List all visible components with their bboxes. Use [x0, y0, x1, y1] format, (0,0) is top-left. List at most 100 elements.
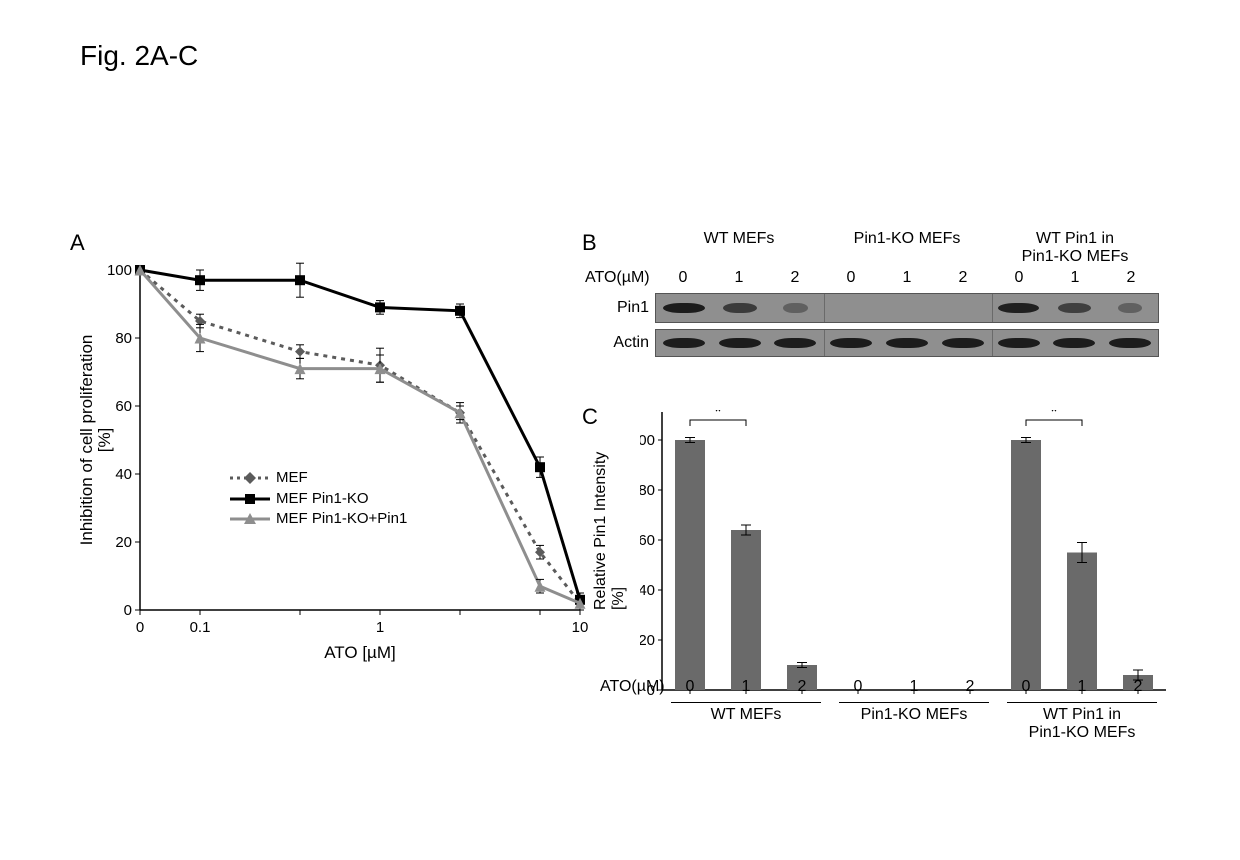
svg-text:100: 100	[640, 432, 655, 449]
concentration-value: 1	[1047, 269, 1103, 287]
blot-band	[774, 338, 816, 348]
concentration-value: 1	[886, 678, 942, 696]
blot-lane	[935, 294, 991, 322]
blot-band	[942, 338, 984, 348]
panel-a-legend: MEF MEF Pin1-KO MEF Pin1-KO+Pin1	[230, 470, 430, 532]
svg-text:0: 0	[136, 619, 144, 636]
blot-area: WT MEFsPin1-KO MEFsWT Pin1 inPin1-KO MEF…	[655, 230, 1200, 357]
legend-text: MEF Pin1-KO	[276, 491, 369, 508]
concentration-value: 1	[711, 269, 767, 287]
blot-band	[1053, 338, 1095, 348]
blot-lane	[1102, 294, 1158, 322]
svg-text:40: 40	[640, 582, 655, 599]
blot-band	[1109, 338, 1151, 348]
svg-text:100: 100	[107, 262, 132, 279]
ato-concentration-row: ATO(µM)012012012	[655, 269, 1200, 287]
blot-name: Pin1	[600, 299, 655, 317]
svg-text:60: 60	[640, 532, 655, 549]
svg-text:[%]: [%]	[95, 428, 114, 453]
blot-lane	[768, 294, 824, 322]
panel-a: A 02040608010000.1110ATO [µM]Inhibition …	[80, 260, 560, 710]
svg-text:1: 1	[376, 619, 384, 636]
group-column: Pin1-KO MEFs	[830, 702, 998, 742]
svg-text:60: 60	[115, 398, 132, 415]
blot-rows: Pin1 Actin	[655, 293, 1200, 357]
panel-c-ylabel: Relative Pin1 Intensity[%]	[592, 452, 628, 610]
legend-text: MEF	[276, 470, 308, 487]
condition-label: WT MEFs	[655, 230, 823, 265]
blot-lane	[656, 294, 712, 322]
blot-lane	[935, 330, 991, 356]
group-label: WT MEFs	[711, 706, 782, 724]
blot-strip	[655, 293, 1159, 323]
blot-lane	[823, 294, 879, 322]
blot-lane	[712, 294, 768, 322]
blot-band	[663, 303, 705, 313]
condition-label: Pin1-KO MEFs	[823, 230, 991, 265]
svg-text:0.1: 0.1	[190, 619, 211, 636]
svg-text:ATO [µM]: ATO [µM]	[324, 643, 396, 662]
concentration-value: 0	[655, 269, 711, 287]
blot-lane	[879, 294, 935, 322]
blot-row: Actin	[655, 329, 1200, 357]
condition-header: WT MEFsPin1-KO MEFsWT Pin1 inPin1-KO MEF…	[655, 230, 1200, 265]
blot-lane	[991, 330, 1047, 356]
blot-lane	[1046, 294, 1102, 322]
svg-text:80: 80	[115, 330, 132, 347]
blot-band	[719, 338, 761, 348]
blot-strip	[655, 329, 1159, 357]
blot-band	[886, 338, 928, 348]
concentration-value: 2	[1110, 678, 1166, 696]
blot-lane	[1102, 330, 1158, 356]
concentration-value: 2	[774, 678, 830, 696]
panel-c-label: C	[582, 404, 598, 430]
blot-lane	[991, 294, 1047, 322]
group-label: WT Pin1 inPin1-KO MEFs	[1029, 706, 1136, 742]
group-column: WT MEFs	[662, 702, 830, 742]
concentration-value: 0	[823, 269, 879, 287]
svg-text:80: 80	[640, 482, 655, 499]
concentration-value: 2	[767, 269, 823, 287]
group-underline	[671, 702, 821, 703]
blot-band	[783, 303, 807, 313]
blot-row: Pin1	[655, 293, 1200, 323]
blot-lane	[712, 330, 768, 356]
panel-c-chart: 020406080100****	[640, 410, 1200, 710]
concentration-value: 1	[718, 678, 774, 696]
panel-c: C Relative Pin1 Intensity[%] 02040608010…	[600, 410, 1200, 790]
blot-lane	[656, 330, 712, 356]
blot-name: Actin	[600, 334, 655, 352]
concentration-value: 1	[1054, 678, 1110, 696]
group-label: Pin1-KO MEFs	[861, 706, 968, 724]
group-underline	[1007, 702, 1157, 703]
concentration-value: 0	[998, 678, 1054, 696]
panel-c-ato-label: ATO(µM)	[600, 678, 665, 696]
svg-text:20: 20	[640, 632, 655, 649]
blot-band	[723, 303, 757, 313]
blot-band	[830, 338, 872, 348]
panel-c-group-labels: WT MEFs Pin1-KO MEFs WT Pin1 inPin1-KO MEF…	[662, 702, 1166, 742]
blot-lane	[768, 330, 824, 356]
svg-text:*: *	[1050, 410, 1057, 422]
svg-text:10: 10	[572, 619, 589, 636]
legend-row: MEF Pin1-KO	[230, 491, 430, 508]
svg-text:20: 20	[115, 534, 132, 551]
condition-label: WT Pin1 inPin1-KO MEFs	[991, 230, 1159, 265]
svg-text:*: *	[714, 410, 721, 422]
legend-row: MEF Pin1-KO+Pin1	[230, 511, 430, 528]
concentration-value: 2	[942, 678, 998, 696]
figure-title: Fig. 2A-C	[80, 40, 198, 72]
concentration-value: 2	[1103, 269, 1159, 287]
blot-band	[663, 338, 705, 348]
svg-text:40: 40	[115, 466, 132, 483]
blot-band	[1058, 303, 1091, 313]
svg-text:Inhibition of cell proliferati: Inhibition of cell proliferation	[80, 335, 96, 546]
panel-a-label: A	[70, 230, 85, 256]
legend-row: MEF	[230, 470, 430, 487]
concentration-value: 1	[879, 269, 935, 287]
legend-text: MEF Pin1-KO+Pin1	[276, 511, 407, 528]
group-column: WT Pin1 inPin1-KO MEFs	[998, 702, 1166, 742]
panel-c-xlabels: 012012012	[662, 678, 1166, 696]
panel-b: B WT MEFsPin1-KO MEFsWT Pin1 inPin1-KO M…	[600, 230, 1200, 357]
concentration-value: 0	[830, 678, 886, 696]
